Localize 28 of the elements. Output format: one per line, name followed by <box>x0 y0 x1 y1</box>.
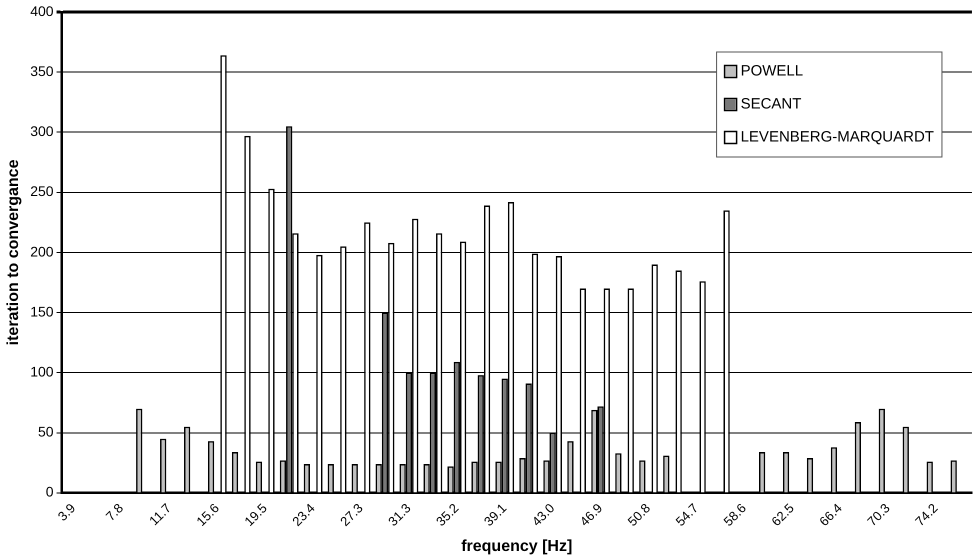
y-tick-label: 100 <box>30 364 54 380</box>
legend-label: SECANT <box>740 96 802 113</box>
x-tick-label: 50.8 <box>624 500 654 529</box>
x-axis-title: frequency [Hz] <box>461 538 572 555</box>
x-tick-label: 62.5 <box>768 500 797 529</box>
y-tick-label: 150 <box>30 303 54 320</box>
x-tick-label: 43.0 <box>528 500 558 529</box>
y-tick-label: 400 <box>30 2 54 19</box>
x-tick-label: 46.9 <box>576 500 606 529</box>
x-tick-label: 66.4 <box>816 500 845 529</box>
y-tick-label: 200 <box>30 243 54 260</box>
y-tick-label: 350 <box>30 62 54 79</box>
x-tick-label: 7.8 <box>102 500 126 524</box>
x-tick-label: 70.3 <box>864 500 893 529</box>
x-tick-label: 74.2 <box>912 500 941 529</box>
x-tick-label: 35.2 <box>433 500 462 529</box>
legend-label: LEVENBERG-MARQUARDT <box>740 128 934 146</box>
x-tick-label: 15.6 <box>193 500 222 529</box>
x-tick-label: 58.6 <box>720 500 749 529</box>
y-tick-label: 300 <box>30 123 54 140</box>
x-tick-label: 31.3 <box>385 500 414 529</box>
y-tick-label: 0 <box>46 484 54 500</box>
y-axis-title: iteration to convergance <box>5 159 22 346</box>
y-tick-label: 50 <box>38 424 54 440</box>
x-tick-label: 39.1 <box>480 500 510 529</box>
y-tick-label: 250 <box>30 183 54 200</box>
x-tick-label: 3.9 <box>54 500 78 524</box>
legend-label: POWELL <box>740 62 804 80</box>
